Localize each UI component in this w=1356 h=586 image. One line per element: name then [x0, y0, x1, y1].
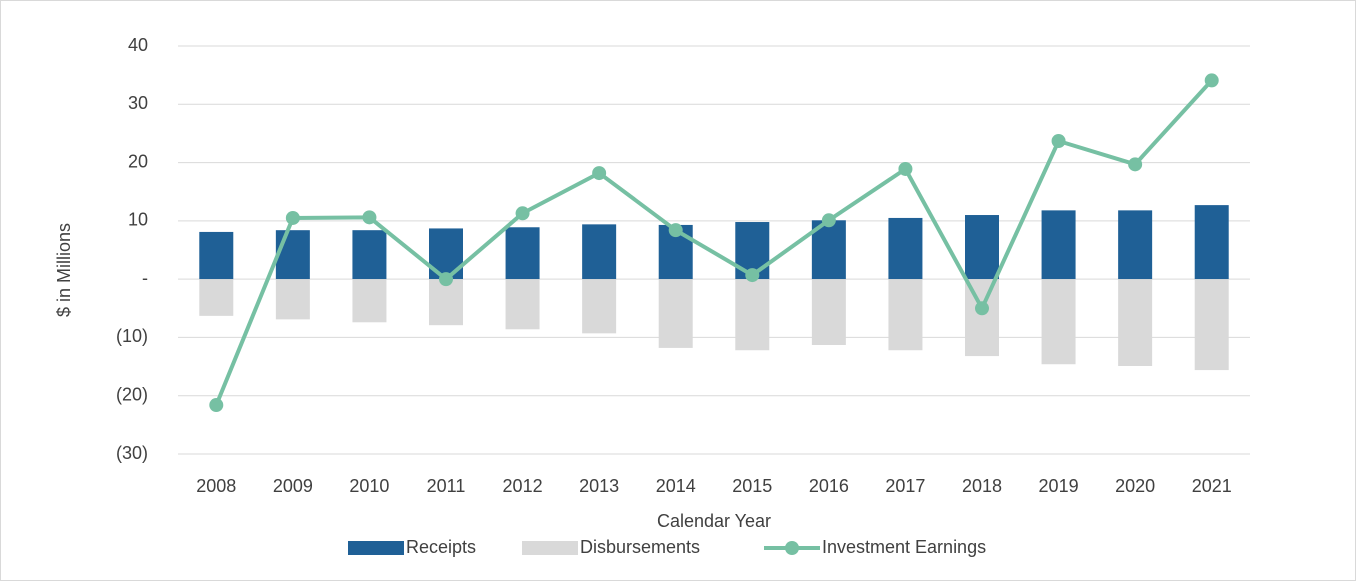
x-axis-title: Calendar Year: [657, 511, 771, 531]
line-marker: [592, 166, 607, 181]
y-tick-label: 20: [128, 151, 148, 171]
line-marker: [439, 272, 453, 287]
legend-label: Receipts: [406, 537, 476, 557]
bar: [1194, 279, 1229, 371]
line-marker: [1128, 157, 1143, 172]
bar: [199, 279, 234, 316]
bar: [505, 279, 540, 330]
line: [214, 79, 1214, 406]
line-marker: [745, 268, 760, 283]
bar: [888, 217, 923, 280]
bar: [199, 231, 234, 280]
y-axis-title: $ in Millions: [54, 223, 74, 317]
bar: [582, 224, 617, 280]
bar: [429, 279, 463, 326]
legend-swatch: [785, 541, 799, 555]
bar: [1194, 205, 1229, 280]
y-tick-label: 10: [128, 210, 148, 230]
bar: [1118, 210, 1153, 280]
y-tick-label: -: [142, 268, 148, 288]
bar: [965, 215, 999, 280]
bar: [352, 279, 387, 323]
x-tick-label: 2011: [427, 476, 466, 496]
bar: [1041, 279, 1076, 365]
line-marker: [898, 161, 913, 176]
line-marker: [285, 210, 300, 225]
legend-swatch: [348, 541, 404, 555]
line-marker: [821, 213, 836, 228]
bar: [505, 227, 540, 280]
bar: [275, 279, 310, 320]
y-tick-label: (20): [116, 384, 148, 404]
y-tick-label: (10): [116, 326, 148, 346]
x-tick-label: 2020: [1115, 476, 1155, 496]
bar: [275, 230, 310, 280]
x-tick-label: 2019: [1039, 476, 1079, 496]
legend-label: Disbursements: [580, 537, 700, 557]
x-tick-label: 2008: [196, 476, 236, 496]
x-tick-label: 2013: [579, 476, 619, 496]
x-tick-label: 2017: [885, 476, 925, 496]
bar: [352, 230, 387, 280]
bar: [965, 279, 999, 357]
x-tick-label: 2009: [273, 476, 313, 496]
y-tick-label: 40: [128, 35, 148, 55]
line-marker: [1051, 134, 1066, 149]
legend-swatch: [522, 541, 578, 555]
line-marker: [1204, 73, 1219, 88]
x-tick-label: 2015: [732, 476, 772, 496]
line-marker: [209, 398, 224, 413]
x-tick-label: 2018: [962, 476, 1002, 496]
x-tick-label: 2010: [349, 476, 389, 496]
x-tick-label: 2014: [656, 476, 696, 496]
x-tick-label: 2021: [1192, 476, 1232, 496]
bar: [888, 279, 923, 351]
line-marker: [362, 210, 377, 225]
line-marker: [975, 301, 989, 316]
bar: [735, 279, 770, 351]
x-tick-label: 2016: [809, 476, 849, 496]
bar: [811, 279, 846, 346]
bar: [1041, 210, 1076, 280]
x-tick-label: 2012: [503, 476, 543, 496]
line-marker: [515, 206, 530, 221]
bar: [658, 279, 693, 348]
line-marker: [668, 223, 683, 238]
bar: [1118, 279, 1153, 366]
y-tick-label: (30): [116, 443, 148, 463]
y-tick-label: 30: [128, 93, 148, 113]
bar: [582, 279, 617, 334]
legend-label: Investment Earnings: [822, 537, 986, 557]
